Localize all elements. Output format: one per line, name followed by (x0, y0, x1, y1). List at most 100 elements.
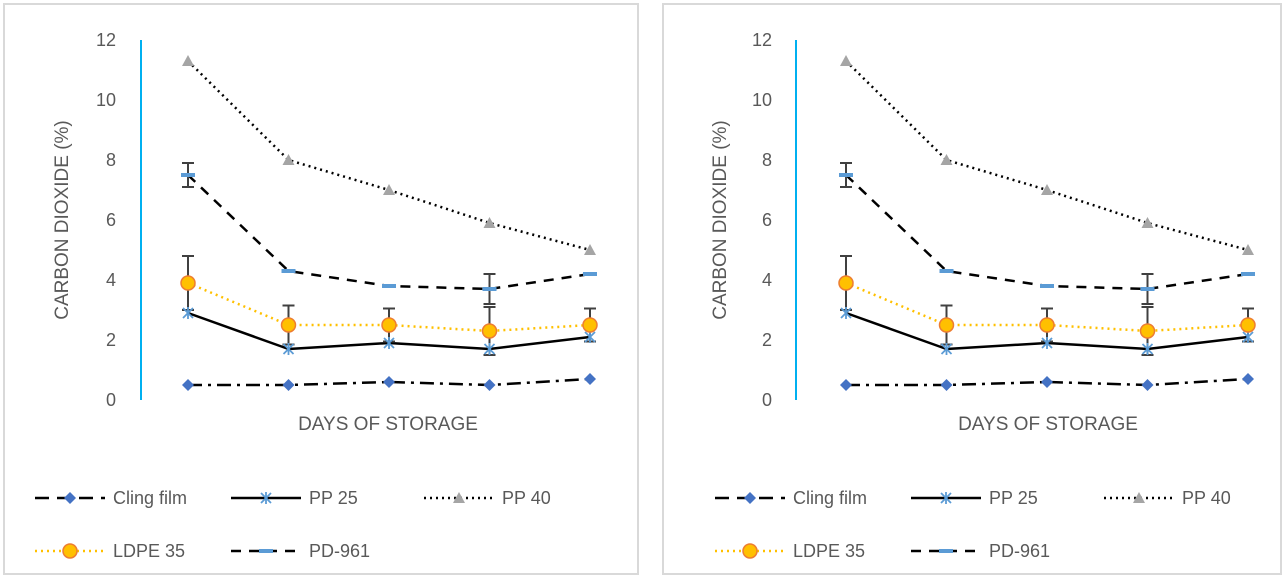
y-tick-label: 6 (762, 210, 772, 230)
y-tick-label: 4 (106, 270, 116, 290)
data-point (381, 317, 397, 333)
data-point (483, 343, 496, 355)
data-point (840, 55, 852, 66)
line-chart-right: 0 2 4 6 8 10 12 CARBON DIOXIDE (%) DAYS OF STORA… (710, 30, 1256, 561)
legend-item: LDPE 35 (35, 541, 185, 561)
data-point (940, 154, 953, 165)
data-point (1140, 287, 1155, 291)
legend-marker (259, 549, 273, 553)
y-tick-label: 10 (752, 90, 772, 110)
data-point (840, 307, 852, 319)
data-point (281, 269, 296, 273)
data-point (1039, 317, 1055, 333)
data-point (1242, 373, 1254, 385)
data-point (1141, 343, 1154, 355)
data-point (481, 323, 498, 339)
legend-item: PP 40 (1104, 488, 1231, 508)
series-line (188, 377, 591, 387)
data-point (282, 154, 295, 165)
legend-label: PP 25 (989, 488, 1038, 508)
data-point (840, 379, 852, 391)
data-point (939, 269, 954, 273)
data-point (1242, 331, 1254, 343)
data-point (584, 331, 596, 343)
data-point (383, 337, 395, 349)
series-line (846, 377, 1249, 387)
data-point (282, 343, 295, 355)
legend-label: PP 40 (1182, 488, 1231, 508)
series-line (187, 281, 591, 333)
data-point (1141, 379, 1154, 391)
series-line (187, 60, 591, 252)
legend-item: PP 25 (911, 488, 1038, 508)
line-chart-left: 0 2 4 6 8 10 12 CARBON DIOXIDE (%) DAYS OF STORA… (35, 30, 598, 561)
data-point (282, 379, 295, 391)
y-tick-label: 0 (762, 390, 772, 410)
y-tick-label: 12 (752, 30, 772, 50)
data-point (482, 287, 497, 291)
data-point (1041, 184, 1053, 195)
y-tick-label: 2 (762, 330, 772, 350)
series-line (845, 60, 1249, 252)
y-tick-label: 0 (106, 390, 116, 410)
data-point (583, 272, 597, 276)
data-point (383, 184, 395, 195)
data-point (1139, 323, 1156, 339)
data-point (483, 379, 496, 391)
legend-item: PP 25 (231, 488, 358, 508)
data-point (182, 379, 194, 391)
data-point (1240, 317, 1256, 333)
legend-marker (453, 492, 465, 503)
legend-marker (1133, 492, 1145, 503)
data-point (182, 307, 194, 319)
data-point (180, 275, 196, 291)
y-tick-label: 4 (762, 270, 772, 290)
y-tick-label: 2 (106, 330, 116, 350)
legend-label: PP 25 (309, 488, 358, 508)
legend-label: PD-961 (989, 541, 1050, 561)
y-axis-title: CARBON DIOXIDE (%) (710, 120, 731, 320)
legend-item: PP 40 (424, 488, 551, 508)
data-point (280, 317, 297, 333)
data-point (1141, 217, 1154, 228)
legend-marker (742, 543, 758, 559)
legend-marker (940, 492, 952, 504)
legend-item: PD-961 (911, 541, 1050, 561)
data-point (1241, 272, 1255, 276)
data-point (838, 275, 854, 291)
legend-label: LDPE 35 (113, 541, 185, 561)
data-point (483, 217, 496, 228)
legend-label: Cling film (113, 488, 187, 508)
legend-label: PP 40 (502, 488, 551, 508)
data-point (182, 55, 194, 66)
legend-label: PD-961 (309, 541, 370, 561)
x-axis-title: DAYS OF STORAGE (958, 414, 1138, 435)
data-point (1041, 376, 1053, 388)
chart-panel-right: 0 2 4 6 8 10 12 CARBON DIOXIDE (%) DAYS OF STORA… (662, 3, 1282, 575)
legend-item: Cling film (35, 488, 187, 508)
legend-item: Cling film (715, 488, 867, 508)
data-point (582, 317, 598, 333)
data-point (1040, 284, 1054, 288)
legend-marker (64, 492, 76, 504)
data-point (1242, 244, 1254, 255)
data-point (938, 317, 955, 333)
legend-item: PD-961 (231, 541, 370, 561)
legend-marker (744, 492, 756, 504)
x-axis-title: DAYS OF STORAGE (298, 414, 478, 435)
y-tick-label: 6 (106, 210, 116, 230)
data-point (940, 343, 953, 355)
y-axis-title: CARBON DIOXIDE (%) (52, 120, 73, 320)
data-point (181, 173, 195, 177)
data-point (839, 173, 853, 177)
y-tick-label: 8 (762, 150, 772, 170)
y-tick-label: 8 (106, 150, 116, 170)
data-point (1041, 337, 1053, 349)
legend-label: Cling film (793, 488, 867, 508)
legend-marker (260, 492, 272, 504)
data-point (383, 376, 395, 388)
legend-item: LDPE 35 (715, 541, 865, 561)
series-line (845, 281, 1249, 333)
data-point (382, 284, 396, 288)
y-tick-label: 12 (96, 30, 116, 50)
